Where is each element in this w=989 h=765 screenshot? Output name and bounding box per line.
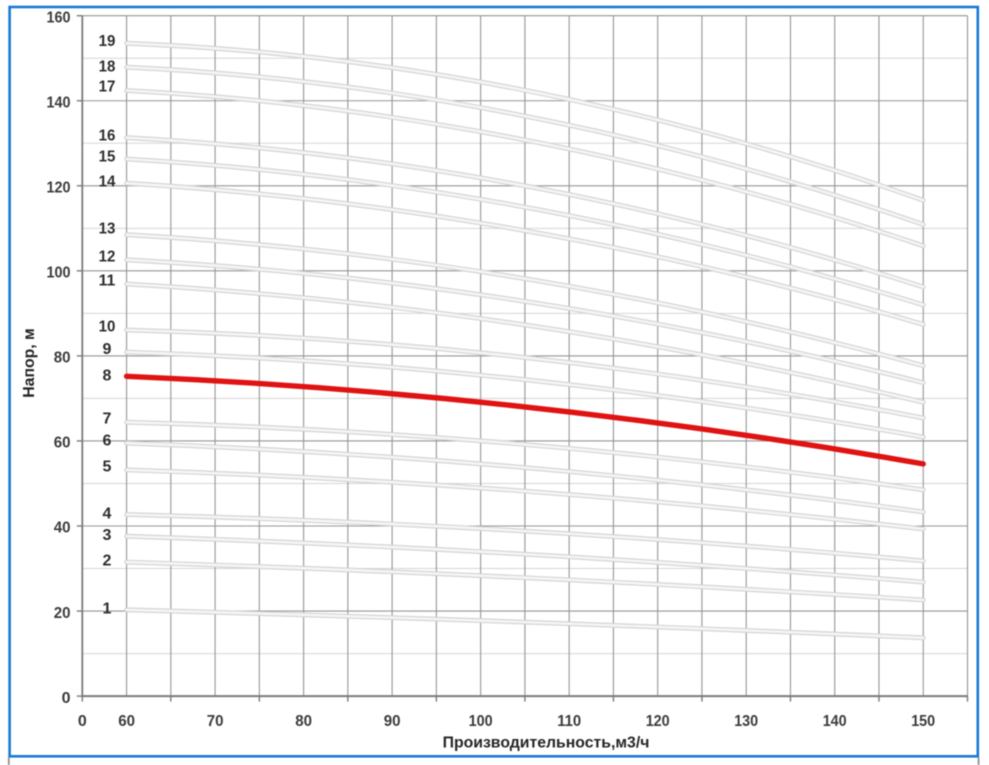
svg-text:60: 60 (54, 435, 71, 452)
svg-text:80: 80 (295, 713, 312, 730)
svg-text:Производительность,м3/ч: Производительность,м3/ч (443, 735, 650, 752)
svg-text:130: 130 (734, 713, 758, 730)
svg-text:14: 14 (99, 173, 116, 190)
svg-text:19: 19 (99, 33, 116, 50)
svg-text:12: 12 (99, 249, 116, 266)
svg-text:7: 7 (103, 411, 112, 428)
svg-text:6: 6 (103, 433, 112, 450)
svg-text:1: 1 (103, 601, 112, 618)
svg-text:140: 140 (47, 95, 71, 112)
svg-text:90: 90 (384, 713, 401, 730)
svg-text:11: 11 (99, 273, 116, 290)
svg-text:2: 2 (103, 552, 112, 569)
svg-text:8: 8 (103, 368, 112, 385)
svg-text:4: 4 (103, 505, 112, 522)
svg-text:9: 9 (103, 341, 112, 358)
svg-text:150: 150 (911, 713, 935, 730)
svg-text:100: 100 (469, 713, 493, 730)
svg-text:0: 0 (62, 690, 71, 707)
svg-text:20: 20 (54, 605, 71, 622)
svg-text:140: 140 (823, 713, 847, 730)
svg-text:160: 160 (47, 9, 71, 26)
svg-text:70: 70 (207, 713, 224, 730)
svg-text:3: 3 (103, 527, 112, 544)
svg-text:18: 18 (99, 59, 116, 76)
svg-text:16: 16 (99, 128, 116, 145)
svg-text:17: 17 (99, 78, 116, 95)
svg-text:0: 0 (78, 713, 87, 730)
svg-text:10: 10 (99, 318, 116, 335)
svg-text:5: 5 (103, 458, 112, 475)
svg-text:120: 120 (47, 180, 71, 197)
svg-text:15: 15 (99, 149, 116, 166)
svg-text:Напор, м: Напор, м (21, 328, 38, 398)
svg-text:120: 120 (646, 713, 670, 730)
svg-text:110: 110 (557, 713, 581, 730)
svg-text:60: 60 (118, 713, 135, 730)
svg-text:40: 40 (54, 520, 71, 537)
svg-text:100: 100 (47, 265, 71, 282)
svg-text:13: 13 (99, 220, 116, 237)
svg-text:80: 80 (54, 350, 71, 367)
